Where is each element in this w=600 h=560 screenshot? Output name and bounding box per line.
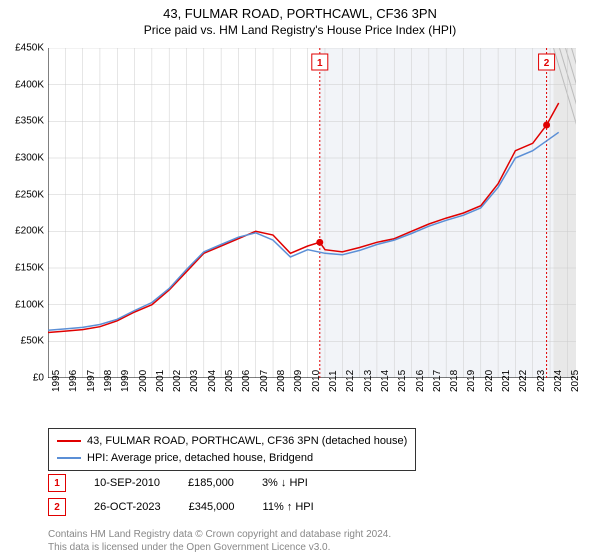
marker-badge: 1 [48,474,66,492]
y-tick-label: £400K [4,79,44,90]
x-tick-label: 1996 [68,370,79,392]
page-title: 43, FULMAR ROAD, PORTHCAWL, CF36 3PN [0,0,600,21]
page-subtitle: Price paid vs. HM Land Registry's House … [0,21,600,37]
y-tick-label: £100K [4,299,44,310]
x-tick-label: 2012 [345,370,356,392]
x-tick-label: 2015 [397,370,408,392]
legend-label: 43, FULMAR ROAD, PORTHCAWL, CF36 3PN (de… [87,433,407,450]
x-tick-label: 2000 [138,370,149,392]
x-tick-label: 2004 [207,370,218,392]
marker-price: £345,000 [189,501,235,513]
x-tick-label: 2001 [155,370,166,392]
footer-line: This data is licensed under the Open Gov… [48,541,391,554]
marker-date: 10-SEP-2010 [94,477,160,489]
footer-line: Contains HM Land Registry data © Crown c… [48,528,391,541]
x-tick-label: 1997 [86,370,97,392]
x-tick-label: 2016 [415,370,426,392]
x-tick-label: 1999 [120,370,131,392]
x-tick-label: 2003 [189,370,200,392]
x-tick-label: 2019 [466,370,477,392]
legend-item: 43, FULMAR ROAD, PORTHCAWL, CF36 3PN (de… [57,433,407,450]
svg-text:2: 2 [544,58,550,69]
price-chart: 12 [48,48,576,378]
y-tick-label: £200K [4,226,44,237]
y-tick-label: £50K [4,336,44,347]
marker-date: 26-OCT-2023 [94,501,161,513]
x-tick-label: 2002 [172,370,183,392]
y-tick-label: £250K [4,189,44,200]
x-tick-label: 2008 [276,370,287,392]
legend-swatch [57,457,81,459]
legend-label: HPI: Average price, detached house, Brid… [87,450,313,467]
marker-delta: 3% ↓ HPI [262,477,308,489]
y-tick-label: £350K [4,116,44,127]
x-tick-label: 2013 [363,370,374,392]
marker-row: 2 26-OCT-2023 £345,000 11% ↑ HPI [48,498,314,516]
x-tick-label: 2024 [553,370,564,392]
legend-swatch [57,440,81,442]
x-tick-label: 2010 [311,370,322,392]
x-tick-label: 2022 [518,370,529,392]
x-tick-label: 2005 [224,370,235,392]
marker-badge: 2 [48,498,66,516]
y-tick-label: £0 [4,373,44,384]
x-tick-label: 2014 [380,370,391,392]
y-tick-label: £450K [4,43,44,54]
marker-delta: 11% ↑ HPI [263,501,314,513]
x-tick-label: 1998 [103,370,114,392]
x-tick-label: 2011 [328,370,339,392]
legend: 43, FULMAR ROAD, PORTHCAWL, CF36 3PN (de… [48,428,416,471]
footer-note: Contains HM Land Registry data © Crown c… [48,528,391,554]
x-tick-label: 2007 [259,370,270,392]
y-tick-label: £300K [4,153,44,164]
x-tick-label: 2006 [241,370,252,392]
legend-item: HPI: Average price, detached house, Brid… [57,450,407,467]
y-tick-label: £150K [4,263,44,274]
marker-row: 1 10-SEP-2010 £185,000 3% ↓ HPI [48,474,308,492]
x-tick-label: 2017 [432,370,443,392]
svg-text:1: 1 [317,58,323,69]
x-tick-label: 2020 [484,370,495,392]
x-tick-label: 2009 [293,370,304,392]
x-tick-label: 2018 [449,370,460,392]
marker-price: £185,000 [188,477,234,489]
x-tick-label: 2025 [570,370,581,392]
x-tick-label: 1995 [51,370,62,392]
x-tick-label: 2021 [501,370,512,392]
x-tick-label: 2023 [536,370,547,392]
